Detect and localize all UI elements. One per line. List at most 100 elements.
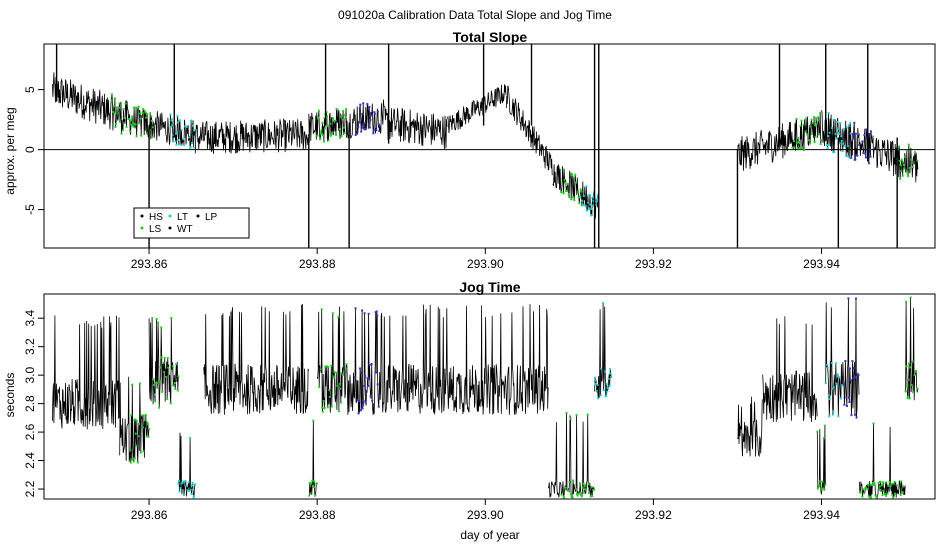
colored-point — [130, 414, 133, 417]
colored-point — [154, 400, 157, 403]
colored-point — [801, 147, 804, 150]
colored-point — [580, 495, 583, 498]
y-tick-label: 3.4 — [23, 310, 37, 327]
colored-point — [589, 214, 592, 217]
colored-point — [370, 362, 373, 365]
colored-point — [852, 367, 855, 370]
colored-point — [319, 131, 322, 134]
series-segment-0 — [52, 72, 128, 134]
colored-point — [578, 196, 581, 199]
colored-point — [886, 492, 889, 495]
colored-point — [852, 377, 855, 380]
colored-point — [849, 132, 852, 135]
total-slope-title: Total Slope — [453, 29, 528, 45]
colored-point — [591, 495, 594, 498]
colored-point — [881, 493, 884, 496]
colored-point — [170, 119, 173, 122]
colored-point — [134, 123, 137, 126]
colored-point — [577, 196, 580, 199]
jog-time-xlabel: day of year — [460, 528, 519, 542]
colored-point — [326, 406, 329, 409]
series-segment-9 — [737, 396, 763, 457]
colored-point — [854, 376, 857, 379]
colored-point — [861, 495, 864, 498]
colored-point — [592, 489, 595, 492]
colored-point — [912, 391, 915, 394]
colored-point — [362, 102, 365, 105]
colored-point — [373, 112, 376, 115]
colored-point — [122, 108, 125, 111]
colored-point — [153, 383, 156, 386]
colored-point — [848, 124, 851, 127]
colored-point — [141, 111, 144, 114]
colored-point — [157, 321, 160, 324]
total-slope-ylabel: approx. per meg — [3, 107, 17, 194]
colored-point — [152, 378, 155, 381]
colored-point — [887, 484, 890, 487]
colored-point — [594, 382, 597, 385]
colored-point — [836, 375, 839, 378]
colored-point — [572, 176, 575, 179]
colored-point — [594, 376, 597, 379]
colored-point — [192, 488, 195, 491]
colored-point — [180, 143, 183, 146]
colored-point — [367, 108, 370, 111]
colored-point — [361, 407, 364, 410]
colored-point — [867, 495, 870, 498]
colored-point — [143, 109, 146, 112]
colored-point — [835, 137, 838, 140]
colored-point — [187, 481, 190, 484]
colored-point — [813, 141, 816, 144]
legend-marker — [168, 214, 172, 218]
colored-point — [361, 112, 364, 115]
colored-point — [792, 140, 795, 143]
colored-point — [123, 117, 126, 120]
colored-point — [191, 124, 194, 127]
colored-point — [331, 312, 334, 315]
colored-point — [324, 365, 327, 368]
colored-point — [151, 126, 154, 129]
colored-point — [590, 207, 593, 210]
colored-point — [191, 142, 194, 145]
colored-point — [583, 491, 586, 494]
colored-point — [322, 140, 325, 143]
colored-point — [340, 134, 343, 137]
colored-point — [316, 117, 319, 120]
colored-point — [369, 118, 372, 121]
colored-point — [828, 143, 831, 146]
colored-point — [609, 368, 612, 371]
colored-point — [184, 125, 187, 128]
colored-point — [806, 133, 809, 136]
colored-point — [884, 481, 887, 484]
colored-point — [828, 398, 831, 401]
legend-box — [133, 207, 250, 239]
colored-point — [606, 390, 609, 393]
colored-point — [871, 481, 874, 484]
colored-point — [133, 106, 136, 109]
colored-point — [139, 112, 142, 115]
colored-point — [145, 435, 148, 438]
colored-point — [847, 155, 850, 158]
colored-point — [600, 367, 603, 370]
colored-point — [819, 142, 822, 145]
total-slope-axes: 293.86 293.88 293.90 293.92 293.94 -5 0 5 — [23, 43, 936, 271]
colored-point — [354, 307, 357, 310]
colored-point — [866, 483, 869, 486]
colored-point — [586, 194, 589, 197]
colored-point — [135, 444, 138, 447]
colored-point — [574, 173, 577, 176]
colored-point — [847, 396, 850, 399]
colored-point — [864, 156, 867, 159]
colored-point — [821, 480, 824, 483]
colored-point — [834, 362, 837, 365]
colored-point — [841, 384, 844, 387]
colored-point — [913, 374, 916, 377]
colored-point — [874, 494, 877, 497]
colored-point — [150, 119, 153, 122]
colored-point — [135, 106, 138, 109]
colored-point — [869, 155, 872, 158]
colored-point — [907, 175, 910, 178]
colored-point — [309, 492, 312, 495]
colored-point — [310, 482, 313, 485]
